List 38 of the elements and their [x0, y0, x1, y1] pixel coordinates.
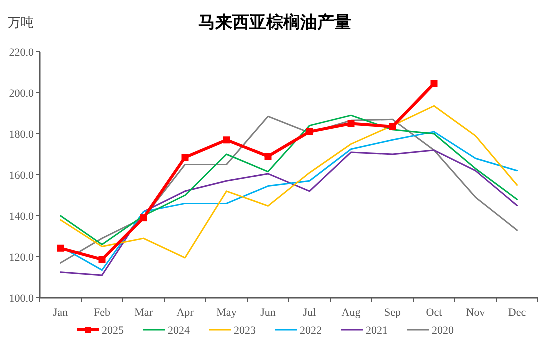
- y-tick-label: 180.0: [9, 129, 34, 141]
- chart-title: 马来西亚棕榈油产量: [198, 13, 352, 32]
- x-tick-label: Mar: [134, 307, 154, 319]
- line-series: [60, 150, 518, 276]
- x-tick-label: Aug: [342, 307, 362, 319]
- x-tick-label: Jun: [260, 307, 276, 319]
- point: [264, 153, 272, 160]
- legend-label: 2022: [300, 325, 322, 337]
- point: [57, 244, 64, 252]
- legend-label: 2020: [432, 325, 454, 337]
- x-tick-label: Apr: [176, 307, 194, 319]
- legend-label: 2025: [102, 325, 124, 337]
- legend-label: 2023: [234, 325, 256, 337]
- point: [223, 136, 230, 144]
- y-tick-label: 220.0: [9, 47, 34, 59]
- x-tick-label: May: [216, 307, 238, 319]
- y-tick-label: 200.0: [9, 88, 34, 100]
- point: [140, 214, 148, 222]
- point: [306, 128, 314, 136]
- x-tick-label: Jan: [53, 307, 69, 319]
- y-tick-label: 100.0: [9, 293, 34, 305]
- legend-label: 2024: [168, 325, 190, 337]
- x-tick-label: Dec: [508, 307, 526, 319]
- y-axis-title: 万吨: [8, 15, 34, 30]
- y-tick-label: 160.0: [9, 170, 34, 182]
- point: [182, 154, 189, 162]
- x-tick-label: Feb: [94, 307, 111, 319]
- point: [389, 123, 396, 130]
- y-tick-label: 120.0: [9, 252, 34, 264]
- x-tick-label: Sep: [384, 307, 402, 319]
- point: [430, 80, 438, 88]
- x-tick-label: Jul: [303, 307, 316, 319]
- x-tick-label: Oct: [426, 307, 442, 319]
- point: [98, 256, 106, 264]
- legend-label: 2021: [366, 325, 388, 337]
- y-tick-label: 140.0: [9, 211, 34, 223]
- x-tick-label: Nov: [466, 307, 486, 319]
- point: [348, 120, 355, 128]
